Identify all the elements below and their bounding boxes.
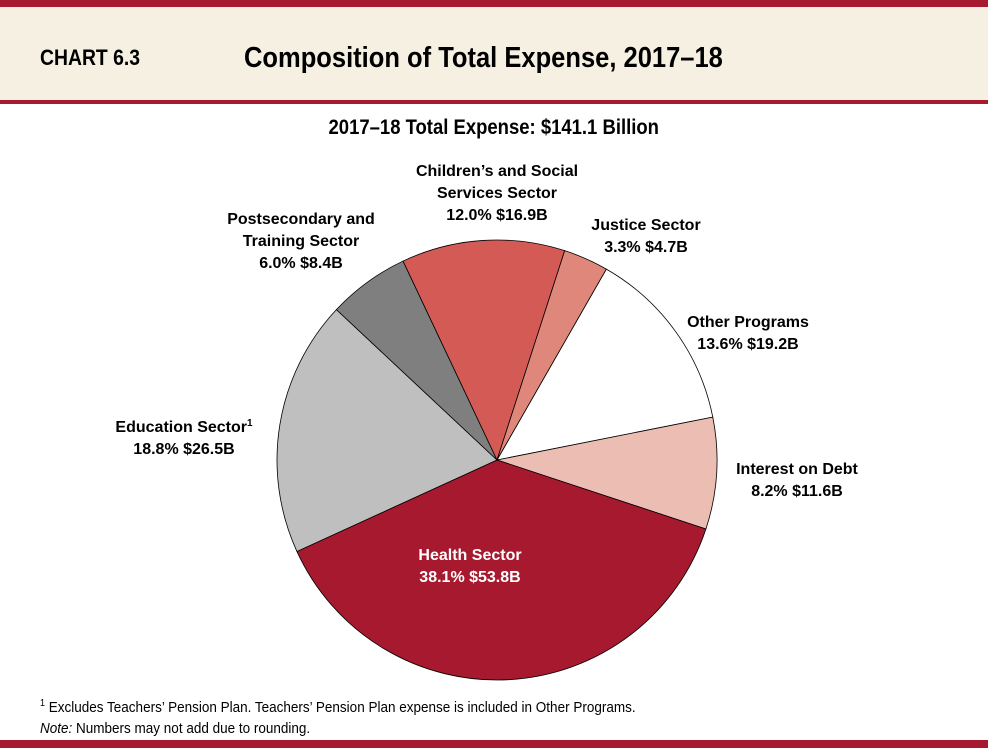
header-rule: [0, 100, 988, 104]
pie-slice-0: [496, 268, 714, 461]
slice-label-2: Health Sector 38.1% $53.8B: [418, 547, 521, 586]
bottom-rule: [0, 740, 988, 748]
slice-label-6: Justice Sector 3.3% $4.7B: [591, 217, 700, 256]
slice-label-1: Interest on Debt 8.2% $11.6B: [736, 461, 858, 500]
pie-slice-1: [495, 416, 718, 530]
pie-slice-6: [496, 250, 607, 461]
slice-label-4: Postsecondary and Training Sector 6.0% $8.…: [227, 211, 375, 272]
top-rule: [0, 0, 988, 7]
slice-label-3: Education Sector1 18.8% $26.5B: [115, 418, 253, 458]
footnotes: 1 Excludes Teachers’ Pension Plan. Teach…: [40, 693, 702, 739]
pie-slice-5: [402, 239, 566, 462]
header: CHART 6.3 Composition of Total Expense, …: [0, 7, 988, 100]
footnote-1: 1 Excludes Teachers’ Pension Plan. Teach…: [40, 698, 636, 716]
chart-title: Composition of Total Expense, 2017–18: [244, 42, 723, 74]
slice-label-5: Children’s and Social Services Sector 12.0…: [416, 163, 578, 224]
pie-slice-3: [276, 309, 498, 552]
pie-title: 2017–18 Total Expense: $141.1 Billion: [328, 116, 660, 139]
chart-number: CHART 6.3: [40, 45, 141, 70]
pie-slice-2: [296, 459, 707, 681]
note: Note: Numbers may not add due to roundin…: [40, 720, 311, 737]
slice-label-0: Other Programs 13.6% $19.2B: [687, 314, 809, 353]
